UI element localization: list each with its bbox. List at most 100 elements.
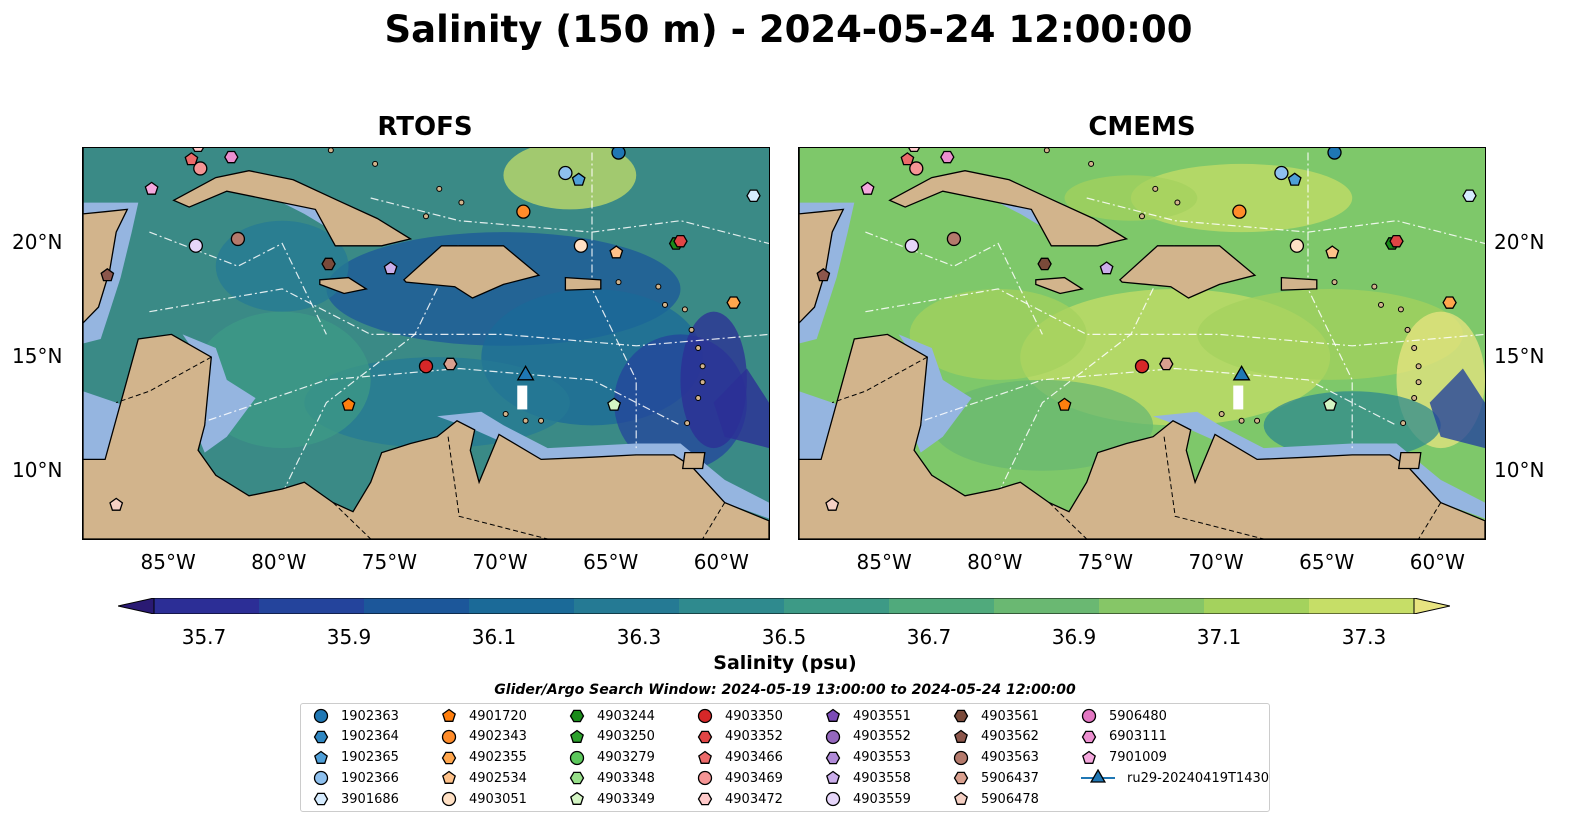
legend-item: 4903350 [697,706,783,726]
legend-marker [569,772,585,785]
lon-tick-label: 80°W [251,550,307,574]
legend-item: 4903352 [697,727,783,747]
legend-marker [1081,730,1097,744]
legend-label: 4903553 [853,750,911,766]
legend-item: 1902364 [313,727,399,747]
legend-label: 4903348 [597,770,655,786]
legend-label: 4901720 [469,708,527,724]
legend-marker [825,729,841,744]
legend-item: 1902366 [313,768,399,788]
float-marker-4903349 [1323,397,1338,411]
legend-label: 4903279 [597,750,655,766]
legend-label: 4903469 [725,770,783,786]
colorbar-tick-label: 36.5 [761,625,807,649]
legend-marker [697,730,713,744]
float-marker-4903466 [184,152,199,166]
float-marker-3901686 [1462,189,1477,203]
legend-label: 4903551 [853,708,911,724]
legend-item: 5906478 [953,789,1039,809]
float-marker-4903563 [946,231,962,247]
legend-marker [697,771,713,786]
float-marker-4903558 [1099,261,1114,275]
float-marker-4903563 [230,231,246,247]
legend-marker [825,792,841,807]
legend-item: 4903250 [569,727,655,747]
float-marker-4902355 [726,296,741,309]
legend-label: ru29-20240419T1430 [1127,770,1270,786]
colorbar-segment [1309,598,1415,614]
legend-label: 4903552 [853,729,911,745]
float-marker-7901009 [144,181,159,195]
legend-item: 4903559 [825,789,911,809]
legend-item: 4903552 [825,727,911,747]
legend-marker [953,772,969,785]
map-rtofs[interactable] [82,147,770,540]
legend-label: 4902355 [469,750,527,766]
float-marker-4902355 [1442,296,1457,309]
colorbar-segment [259,598,365,614]
legend-label: 1902366 [341,770,399,786]
legend-title: Glider/Argo Search Window: 2024-05-19 13… [494,682,1076,698]
legend-item: 4903562 [953,727,1039,747]
legend-item: 4903469 [697,768,783,788]
legend-marker [314,750,328,764]
float-marker-5906437 [1159,357,1174,371]
float-marker-ru29-20240419T1430 [516,365,535,381]
lon-tick-label: 75°W [361,550,418,574]
legend-label: 4903244 [597,708,655,724]
legend-label: 5906437 [981,770,1039,786]
float-marker-4903466 [900,152,915,166]
legend-item: 3901686 [313,789,399,809]
float-marker-4903350 [418,359,434,374]
float-marker-6903111 [224,150,239,164]
map-cmems[interactable] [798,147,1486,540]
lon-tick-label: 60°W [1409,550,1465,574]
float-marker-1902363 [1327,148,1342,160]
legend-marker [826,771,840,785]
legend-item: 1902365 [313,748,399,768]
legend-marker [953,750,969,765]
colorbar-segment [994,598,1100,614]
legend-item: 4902534 [441,768,527,788]
legend-marker [313,792,329,806]
float-marker-1902366 [558,165,573,181]
colorbar [118,598,1450,614]
float-marker-4903558 [383,261,398,275]
float-marker-4902343 [1232,204,1247,219]
legend-marker [570,729,584,743]
legend-label: 4902343 [469,729,527,745]
lon-tick-label: 85°W [856,550,912,574]
colorbar-segment [154,598,260,614]
legend-item: 4903558 [825,768,911,788]
legend-item: 4903279 [569,748,655,768]
legend-label: 1902364 [341,729,399,745]
legend-label: 5906478 [981,791,1039,807]
colorbar-segment [679,598,785,614]
float-marker-3901686 [746,189,761,203]
colorbar-segment [784,598,890,614]
lon-tick-label: 65°W [1299,550,1355,574]
float-marker-4903352 [1389,234,1404,248]
legend: 1902363 1902364 1902365 1902366 3901686 49017… [300,703,1270,812]
legend-marker [569,709,585,723]
lon-tick-label: 70°W [1188,550,1244,574]
colorbar-segment [574,598,680,614]
legend-label: 4903349 [597,791,655,807]
legend-item: 4903563 [953,748,1039,768]
float-marker-4903349 [607,397,622,411]
legend-item: 4902343 [441,727,527,747]
float-marker-4901720 [341,397,356,411]
colorbar-tick-label: 36.7 [906,625,952,649]
lat-tick-label-right: 20°N [1494,230,1545,255]
colorbar-tick-label: 35.7 [181,625,227,649]
legend-marker [442,708,456,722]
float-marker-4902534 [1325,245,1340,259]
legend-label: 4903561 [981,708,1039,724]
legend-marker [313,730,329,744]
float-marker-7901009 [860,181,875,195]
float-marker-4903562 [100,267,115,282]
colorbar-segment [469,598,575,614]
legend-label: 4903350 [725,708,783,724]
colorbar-segment [1204,598,1310,614]
lat-tick-label-left: 20°N [12,230,63,255]
